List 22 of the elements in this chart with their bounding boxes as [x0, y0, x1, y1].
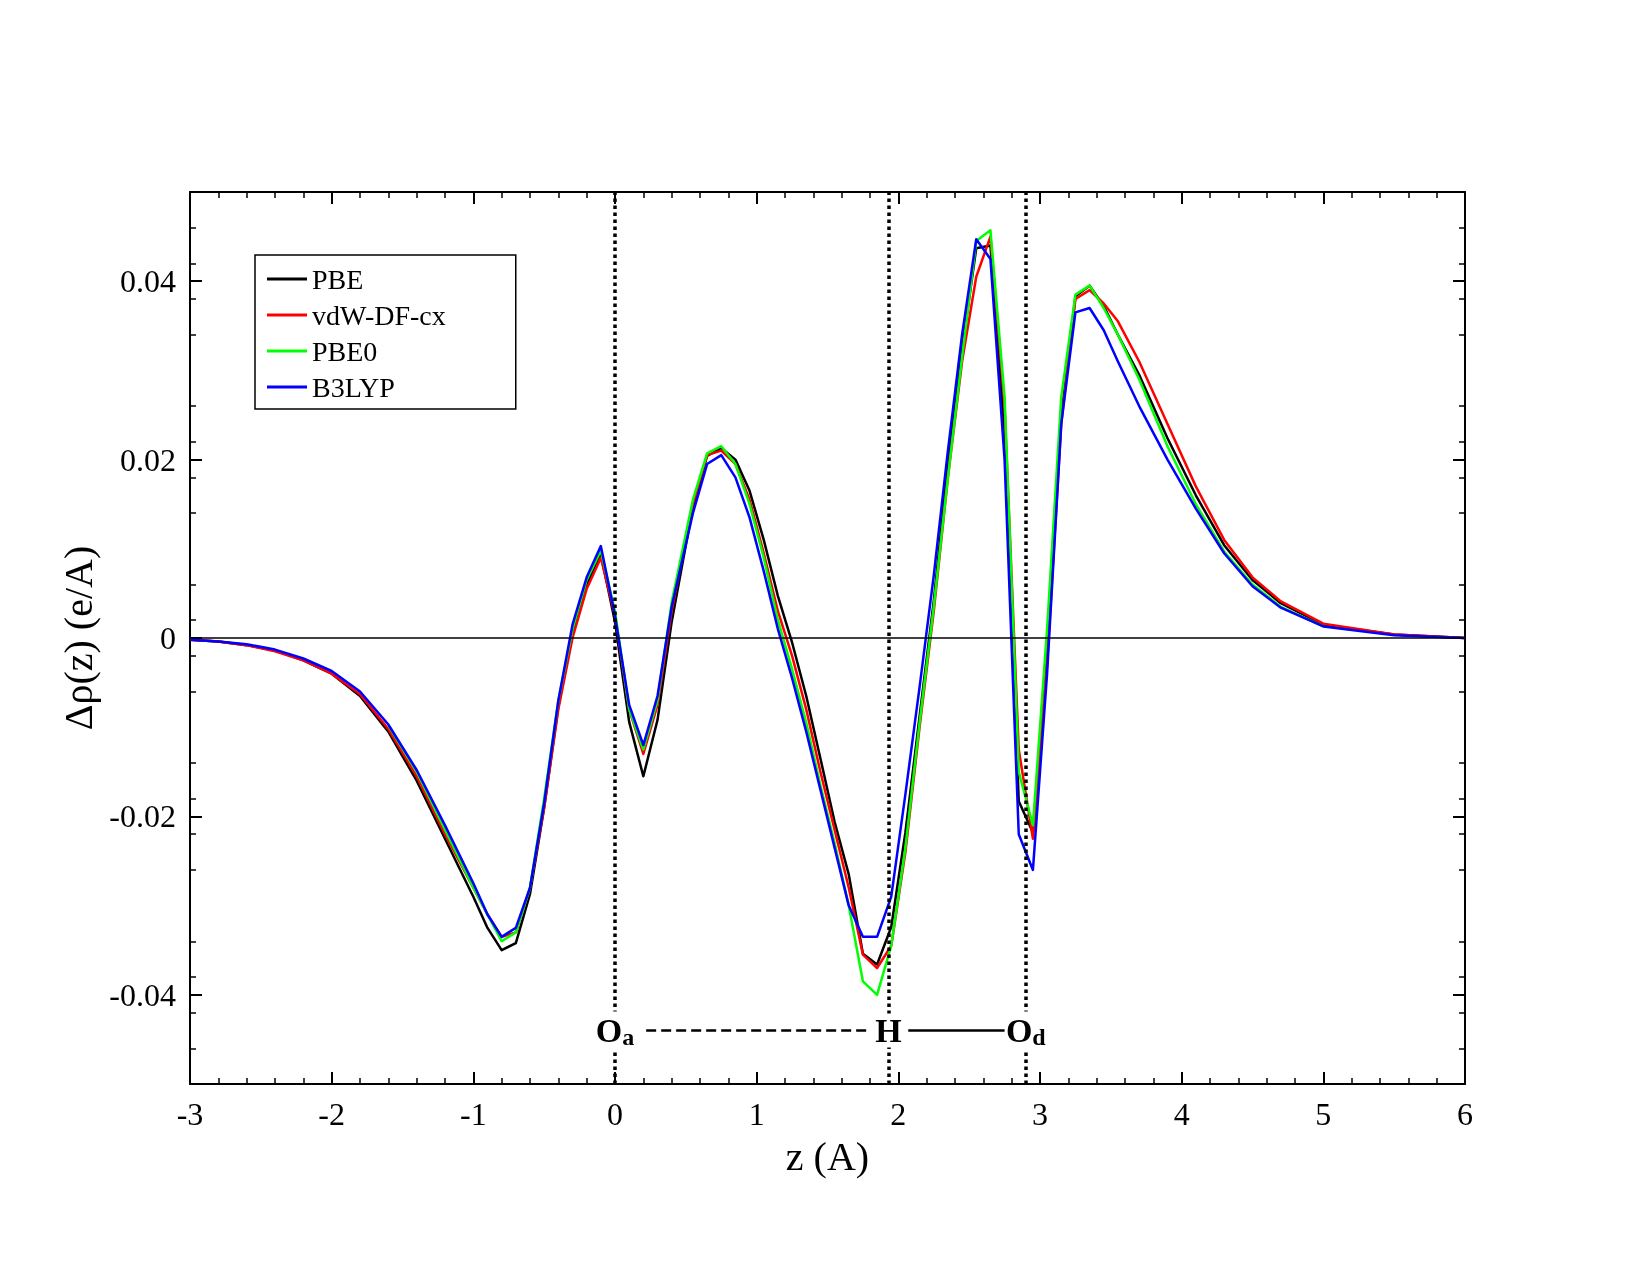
y-tick-label: 0.02: [120, 441, 176, 478]
x-tick-label: 6: [1457, 1096, 1473, 1132]
y-tick-label: -0.02: [109, 798, 176, 835]
x-tick-label: -3: [176, 1096, 204, 1132]
x-tick-label: 1: [748, 1096, 765, 1132]
y-tick-label: 0: [160, 620, 176, 656]
y-tick-label: -0.04: [109, 976, 176, 1013]
x-tick-label: 5: [1315, 1096, 1332, 1132]
x-tick-label: -2: [318, 1096, 345, 1132]
x-tick-label: 0: [607, 1096, 623, 1132]
x-tick-label: 4: [1173, 1096, 1190, 1132]
legend-label: PBE: [312, 263, 364, 295]
y-tick-label: 0.04: [120, 263, 176, 300]
x-tick-label: 2: [890, 1096, 907, 1132]
x-axis-title: z (A): [785, 1133, 870, 1179]
legend-label: B3LYP: [312, 371, 395, 403]
x-tick-label: -1: [460, 1096, 487, 1132]
legend-label: PBE0: [312, 335, 378, 367]
x-tick-label: 3: [1032, 1096, 1048, 1132]
annotation: H: [875, 1011, 902, 1049]
y-axis-title: Δρ(z) (e/A): [55, 545, 101, 731]
legend-label: vdW-DF-cx: [312, 299, 446, 331]
